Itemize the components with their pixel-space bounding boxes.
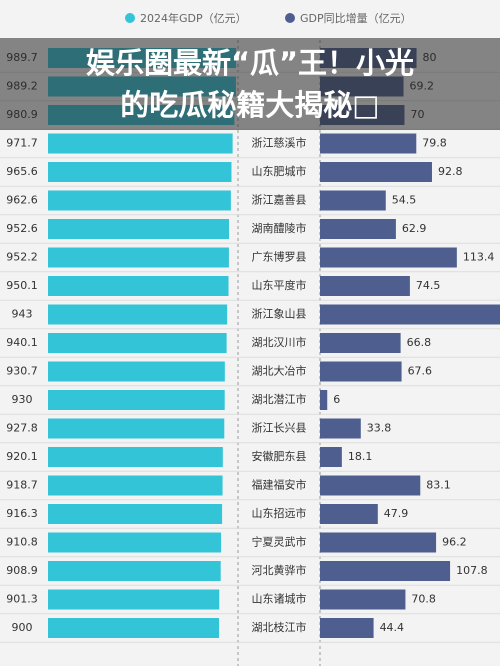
legend-swatch [285, 13, 295, 23]
bar [48, 304, 228, 325]
value-label: 54.5 [392, 194, 417, 207]
value-label: 930 [12, 393, 33, 406]
bar [48, 561, 221, 581]
value-label: 940.1 [6, 336, 38, 349]
category-label: 山东诸城市 [252, 592, 307, 606]
value-label: 113.4 [463, 251, 495, 264]
bar [320, 418, 361, 439]
bar [320, 589, 406, 610]
value-label: 901.3 [6, 593, 38, 606]
value-label: 44.4 [380, 621, 405, 634]
legend-label: GDP同比增量（亿元） [300, 11, 412, 25]
value-label: 66.8 [407, 336, 432, 349]
value-label: 943 [12, 308, 33, 321]
category-label: 山东平度市 [252, 278, 307, 292]
bar [320, 304, 500, 325]
bar [48, 504, 223, 524]
category-label: 广东博罗县 [252, 251, 307, 264]
value-label: 962.6 [6, 194, 38, 207]
value-label: 930.7 [6, 365, 38, 378]
bar [320, 532, 437, 553]
value-label: 83.1 [426, 479, 451, 492]
value-label: 927.8 [6, 422, 38, 435]
value-label: 92.8 [438, 165, 463, 178]
title-line: 的吃瓜秘籍大揭秘□ [120, 88, 380, 122]
category-label: 湖北潜江市 [252, 392, 307, 406]
bar [320, 247, 457, 268]
category-label: 山东招远市 [252, 506, 307, 520]
value-label: 900 [12, 621, 33, 634]
title-line: 娱乐圈最新“瓜”王！小光 [85, 46, 415, 80]
bar [48, 447, 223, 467]
bar [48, 361, 225, 382]
value-label: 70.8 [411, 593, 436, 606]
value-label: 6 [333, 393, 340, 406]
value-label: 33.8 [367, 422, 392, 435]
bar [48, 133, 233, 154]
bar [320, 190, 386, 211]
value-label: 47.9 [384, 507, 409, 520]
bar [320, 504, 378, 524]
bar [48, 162, 232, 182]
bar [48, 618, 219, 638]
category-label: 湖北大冶市 [252, 364, 307, 378]
value-label: 918.7 [6, 479, 38, 492]
value-label: 18.1 [348, 450, 373, 463]
bar [320, 276, 410, 296]
category-label: 湖北枝江市 [252, 620, 307, 634]
bar [320, 561, 451, 581]
category-label: 湖北汉川市 [252, 335, 307, 349]
bar [48, 333, 227, 353]
value-label: 96.2 [442, 536, 467, 549]
bar [48, 247, 229, 268]
bar [320, 219, 396, 239]
bar [320, 361, 402, 382]
bar [320, 447, 342, 467]
bar [48, 475, 223, 496]
category-label: 山东肥城市 [252, 164, 307, 178]
value-label: 950.1 [6, 279, 38, 292]
value-label: 916.3 [6, 507, 38, 520]
category-label: 宁夏灵武市 [252, 535, 307, 549]
bar [320, 475, 421, 496]
category-label: 浙江慈溪市 [252, 136, 307, 150]
value-label: 971.7 [6, 137, 38, 150]
category-label: 浙江象山县 [252, 308, 307, 321]
bar [320, 618, 374, 638]
category-label: 福建福安市 [252, 478, 307, 492]
category-label: 浙江长兴县 [252, 422, 307, 435]
bar [48, 418, 225, 439]
value-label: 952.6 [6, 222, 38, 235]
legend-swatch [125, 13, 135, 23]
bar [48, 532, 222, 553]
overlay-title: 娱乐圈最新“瓜”王！小光 的吃瓜秘籍大揭秘□ [0, 38, 500, 130]
value-label: 74.5 [416, 279, 441, 292]
category-label: 河北黄骅市 [252, 563, 307, 577]
value-label: 920.1 [6, 450, 38, 463]
value-label: 107.8 [456, 564, 488, 577]
value-label: 79.8 [422, 137, 447, 150]
bar [320, 162, 432, 182]
category-label: 湖南醴陵市 [252, 221, 307, 235]
value-label: 62.9 [402, 222, 427, 235]
bar [48, 390, 225, 410]
bar [320, 133, 417, 154]
category-label: 浙江嘉善县 [252, 193, 307, 207]
value-label: 910.8 [6, 536, 38, 549]
legend-label: 2024年GDP（亿元） [140, 11, 247, 25]
value-label: 952.2 [6, 251, 38, 264]
bar [320, 333, 401, 353]
bar [48, 276, 229, 296]
bar [48, 589, 220, 610]
value-label: 908.9 [6, 564, 38, 577]
value-label: 965.6 [6, 165, 38, 178]
bar [48, 190, 231, 211]
value-label: 67.6 [408, 365, 433, 378]
bar [320, 390, 328, 410]
category-label: 安徽肥东县 [252, 449, 307, 463]
bar [48, 219, 229, 239]
